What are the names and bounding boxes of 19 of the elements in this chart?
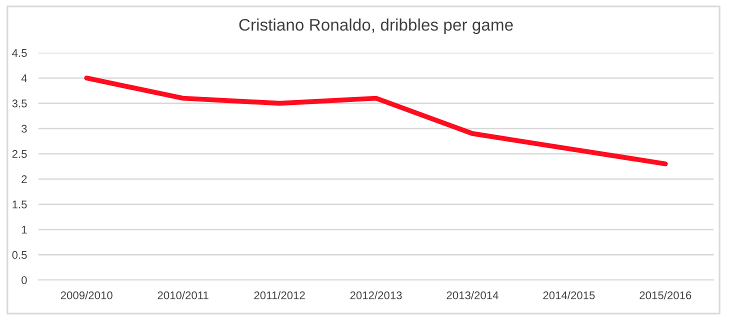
x-tick-label: 2011/2012	[254, 291, 305, 300]
x-tick-label: 2010/2011	[158, 291, 208, 300]
y-tick-label: 3.5	[12, 100, 27, 108]
y-tick-label: 0	[22, 276, 27, 284]
x-tick-label: 2012/2013	[350, 291, 402, 300]
y-tick-label: 4	[21, 74, 27, 82]
y-tick-label: 2	[22, 175, 27, 184]
x-tick-label: 2015/2016	[640, 291, 692, 300]
x-tick-label: 2013/2014	[446, 291, 498, 300]
y-tick-label: 1.5	[12, 200, 27, 208]
x-tick-label: 2009/2010	[60, 291, 112, 300]
y-tick-label: 2.5	[12, 150, 27, 158]
x-tick-label: 2014/2015	[543, 291, 595, 300]
y-tick-label: 3	[22, 124, 27, 133]
chart-title: Cristiano Ronaldo, dribbles per game	[239, 18, 513, 34]
y-tick-label: 4.5	[12, 49, 27, 57]
y-tick-label: 1	[22, 226, 27, 234]
y-tick-label: 0.5	[12, 251, 27, 259]
line-series	[84, 76, 668, 166]
